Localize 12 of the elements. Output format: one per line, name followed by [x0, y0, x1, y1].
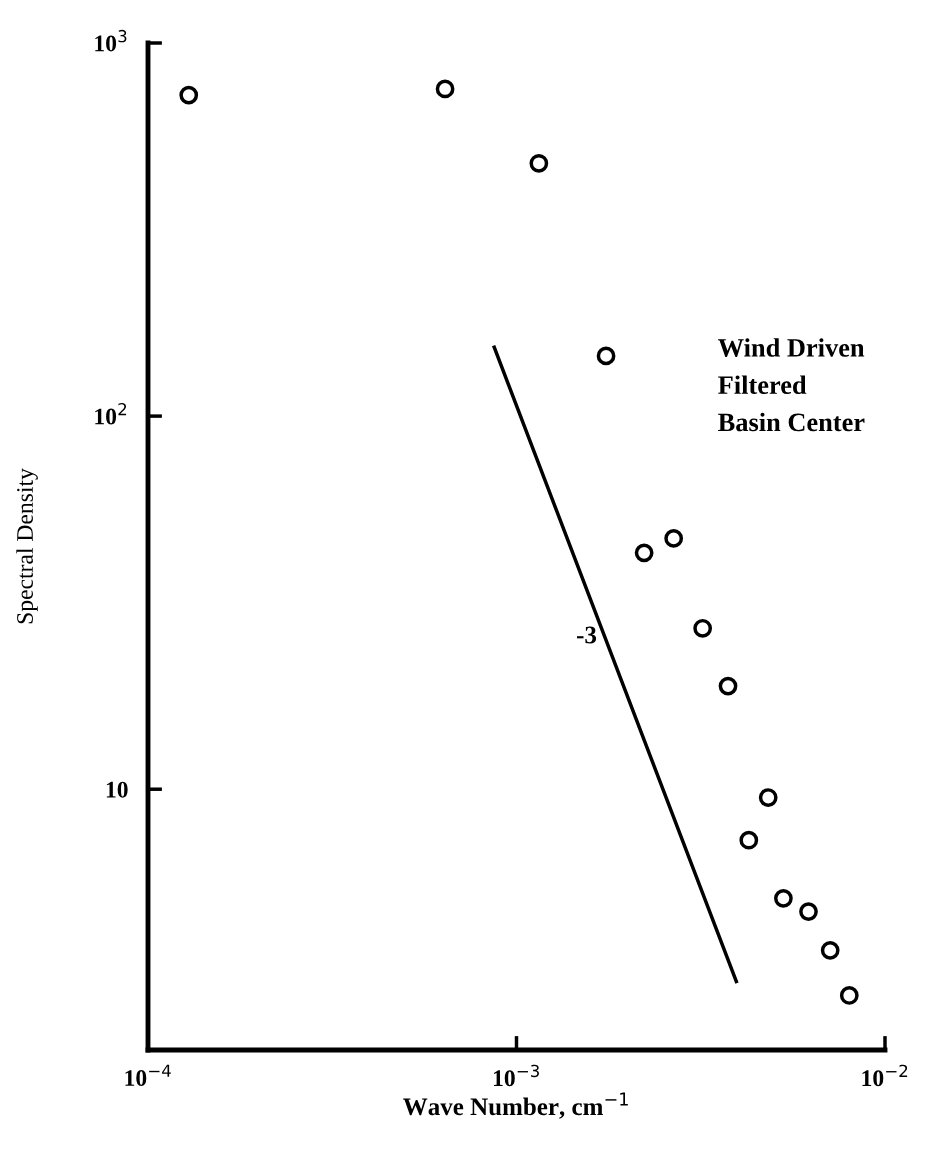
y-tick-label: 10 — [106, 781, 128, 798]
x-tick-label: 10$^{−4}$ — [125, 1064, 171, 1086]
y-axis-title: Spectral Density — [16, 468, 38, 624]
x-axis-title: Wave Number, cm$^{−1}$ — [403, 1092, 628, 1119]
x-tick-label: 10$^{−2}$ — [862, 1064, 908, 1087]
y-tick-label: 10$^{3}$ — [95, 29, 127, 52]
y-tick-label: 10$^{2}$ — [95, 402, 127, 425]
annotation: Basin Center — [718, 412, 865, 432]
annotation: Wind Driven — [718, 338, 865, 357]
annotation: Filtered — [718, 375, 807, 394]
annotation: -3 — [577, 626, 597, 644]
x-tick-label: 10$^{−3}$ — [493, 1064, 539, 1087]
